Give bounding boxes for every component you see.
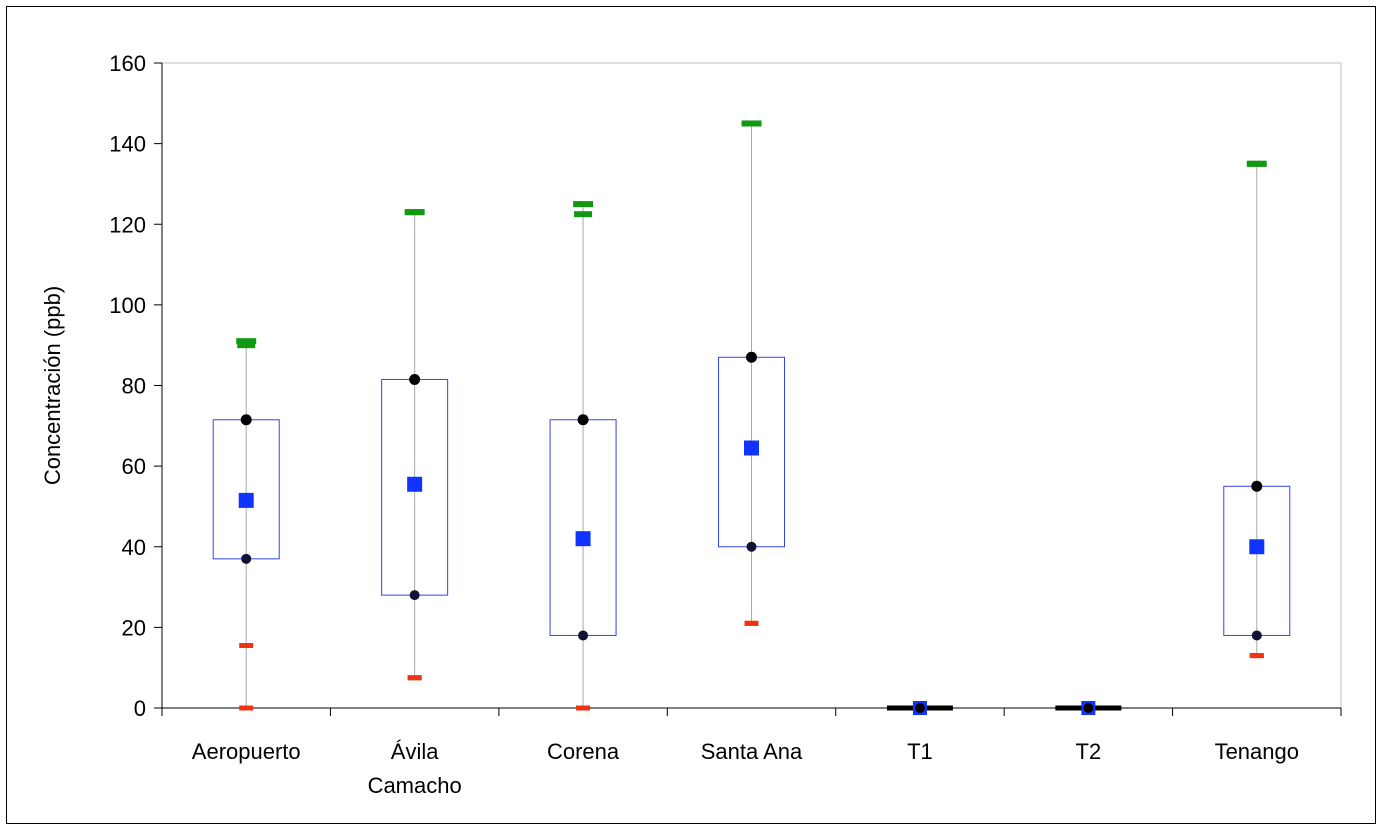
box-group-4 (886, 701, 953, 715)
y-tick-label-4: 80 (122, 374, 146, 399)
q1-marker (746, 541, 757, 552)
box-group-1 (381, 209, 449, 681)
q3-marker (409, 373, 421, 385)
q1-marker (1251, 630, 1262, 641)
box-marks (212, 120, 1291, 715)
q3-marker (240, 414, 252, 426)
q1-marker (409, 590, 420, 601)
percentile-high-marker (1247, 160, 1266, 167)
x-tick-label-1: Ávila Camacho (368, 739, 462, 798)
y-tick-label-1: 20 (122, 615, 146, 640)
y-axis-title: Concentración (ppb) (40, 286, 65, 485)
percentile-low-marker (744, 620, 759, 626)
mean-marker (238, 492, 254, 508)
y-tick-label-3: 60 (122, 454, 146, 479)
y-tick-label-5: 100 (109, 293, 146, 318)
x-tick-label-4: T1 (907, 739, 933, 764)
chart-frame (6, 6, 1376, 824)
mean-marker (1249, 539, 1265, 555)
x-tick-label-line: Camacho (368, 773, 462, 798)
q1-marker (578, 630, 589, 641)
percentile-high-marker (237, 342, 256, 349)
box-group-2 (549, 201, 617, 711)
median-marker (1083, 703, 1094, 713)
x-axis: Aeropuerto Ávila Camacho Corena Santa Ana T1 T… (161, 707, 1342, 798)
percentile-low-marker (239, 643, 254, 649)
max-marker (236, 338, 257, 345)
max-marker (573, 201, 594, 208)
q3-marker (746, 351, 757, 363)
mean-marker (575, 531, 591, 547)
x-tick-label-3: Santa Ana (701, 739, 803, 764)
x-tick-label-line: T1 (907, 739, 933, 764)
q3-marker (577, 414, 589, 426)
percentile-low-marker (1249, 653, 1264, 659)
x-tick-label-line: T2 (1076, 739, 1102, 764)
y-axis: 0 20 40 60 80 100 120 140 160 (109, 51, 163, 721)
x-tick-label-0: Aeropuerto (192, 739, 301, 764)
median-marker (914, 703, 925, 713)
percentile-low-marker (576, 705, 591, 711)
q1-marker (241, 553, 252, 564)
percentile-high-marker (742, 120, 761, 127)
percentile-high-marker (574, 211, 593, 218)
x-tick-label-5: T2 (1076, 739, 1102, 764)
y-tick-label-0: 0 (134, 696, 146, 721)
box-group-3 (718, 120, 785, 626)
x-tick-label-line: Corena (547, 739, 620, 764)
x-tick-label-line: Ávila (391, 739, 439, 764)
box-group-5 (1055, 701, 1122, 715)
x-tick-label-2: Corena (547, 739, 620, 764)
x-tick-label-line: Tenango (1215, 739, 1299, 764)
y-tick-label-7: 140 (109, 132, 146, 157)
percentile-low-marker (407, 675, 422, 681)
y-tick-label-2: 40 (122, 535, 146, 560)
x-tick-label-line: Aeropuerto (192, 739, 301, 764)
box-group-0 (212, 338, 280, 711)
box-group-6 (1223, 160, 1291, 659)
y-tick-label-8: 160 (109, 51, 146, 76)
min-marker (239, 705, 254, 711)
x-tick-label-line: Santa Ana (701, 739, 803, 764)
x-tick-label-6: Tenango (1215, 739, 1299, 764)
y-tick-label-6: 120 (109, 212, 146, 237)
mean-marker (407, 476, 423, 492)
percentile-high-marker (405, 209, 424, 216)
q3-marker (1251, 480, 1263, 492)
mean-marker (744, 440, 759, 456)
